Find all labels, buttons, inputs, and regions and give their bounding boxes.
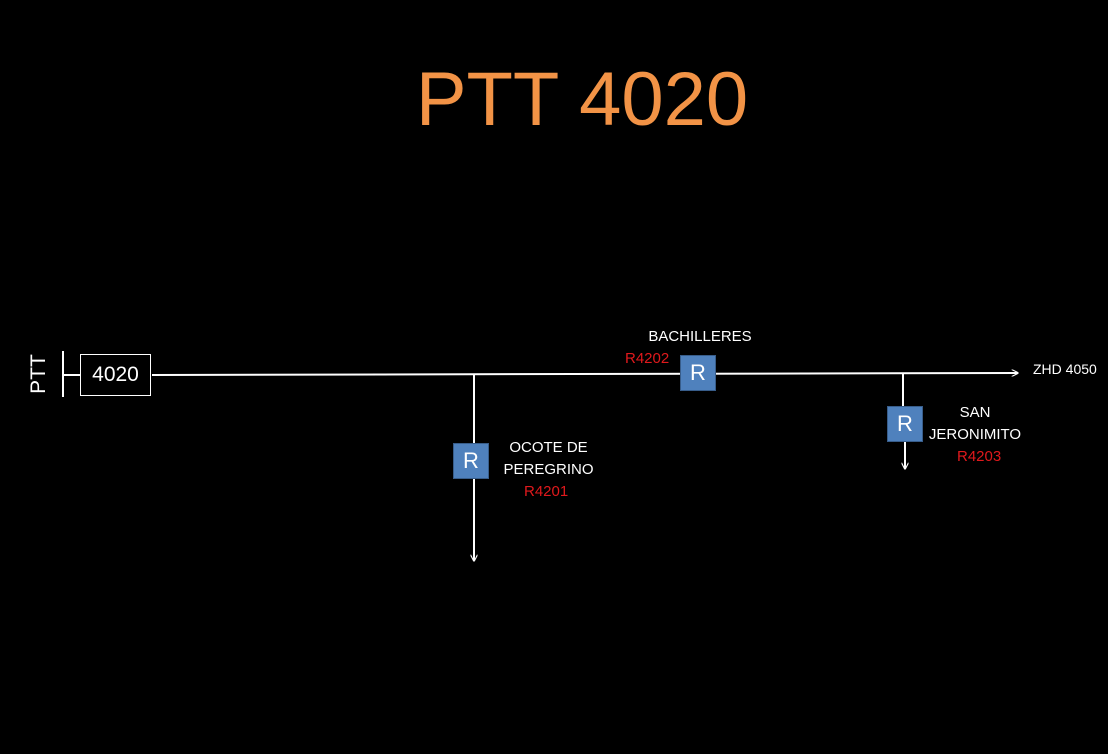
recloser-r4202-code: R4202: [625, 350, 670, 367]
recloser-r4203-name-line-2: JERONIMITO: [928, 426, 1022, 443]
end-label: ZHD 4050: [1033, 361, 1097, 377]
recloser-r4202-icon: R: [680, 355, 716, 391]
recloser-r4201-name-line-1: OCOTE DE: [509, 439, 588, 456]
recloser-r4201-icon: R: [453, 443, 489, 479]
recloser-r4203-icon: R: [887, 406, 923, 442]
recloser-r4201-code: R4201: [524, 483, 569, 500]
diagram-title: PTT 4020: [415, 57, 749, 142]
recloser-r4202-name: BACHILLERES: [648, 328, 752, 345]
recloser-r4203-code: R4203: [957, 448, 1002, 465]
recloser-r4201-name-line-2: PEREGRINO: [503, 461, 594, 478]
main-trunk-line: [151, 373, 1018, 375]
recloser-r4203-name-line-1: SAN: [959, 404, 991, 421]
feeder-box: 4020: [80, 354, 151, 396]
source-label: PTT: [27, 354, 50, 394]
